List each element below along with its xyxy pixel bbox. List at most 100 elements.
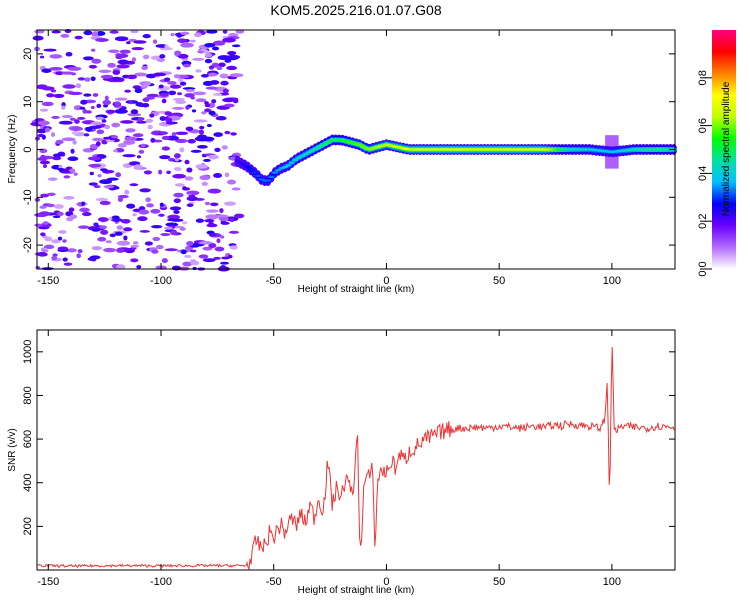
spectrogram-noise-cell: [133, 241, 139, 245]
spectrogram-noise-cell: [91, 48, 96, 52]
spectrogram-noise-cell: [177, 38, 187, 44]
spectrogram-noise-cell: [222, 37, 236, 43]
spectrogram-noise-cell: [164, 111, 173, 116]
spectrogram-ridge-cell: [241, 163, 248, 167]
spectrogram-noise-cell: [89, 143, 99, 150]
spectrogram-noise-cell: [222, 97, 235, 103]
spectrogram-noise-cell: [224, 201, 236, 206]
spectrogram-noise-cell: [110, 76, 122, 81]
spectrogram-noise-cell: [78, 225, 90, 229]
spectrogram-noise-cell: [124, 89, 131, 93]
spectrogram-ridge-cell: [247, 168, 255, 172]
spectrogram-noise-cell: [51, 132, 56, 137]
spectrogram-ridge-cell: [295, 156, 302, 160]
spectrogram-noise-cell: [99, 179, 113, 185]
spectrogram-noise-cell: [167, 214, 180, 220]
spectrogram-noise-cell: [208, 243, 217, 249]
spectrogram-noise-cell: [52, 215, 61, 219]
spectrogram-noise-cell: [87, 156, 101, 161]
spectrogram-noise-cell: [149, 113, 155, 118]
spectrogram-noise-cell: [62, 84, 76, 89]
spectrogram-noise-cell: [174, 50, 182, 56]
figure-title: KOM5.2025.216.01.07.G08: [270, 2, 441, 18]
spectrogram-noise-cell: [175, 100, 187, 105]
spectrogram-noise-cell: [116, 248, 125, 253]
spectrogram-noise-cell: [194, 32, 202, 38]
spectrogram-noise-cell: [113, 149, 118, 153]
spectrogram-noise-cell: [192, 91, 207, 96]
spectrogram-noise-cell: [57, 236, 63, 241]
spectrogram-noise-cell: [229, 73, 244, 78]
spectrogram-noise-cell: [39, 108, 49, 112]
x-tick-label: 100: [603, 275, 621, 287]
spectrogram-noise-cell: [134, 72, 148, 77]
spectrogram-noise-cell: [219, 73, 229, 79]
spectrogram-noise-cell: [97, 236, 107, 242]
spectrogram-noise-cell: [52, 153, 62, 158]
spectrogram-noise-cell: [197, 50, 204, 54]
spectrogram-noise-cell: [42, 221, 49, 225]
spectrogram-noise-cell: [137, 216, 148, 222]
spectrogram-noise-cell: [110, 135, 119, 139]
spectrogram-noise-cell: [104, 124, 110, 130]
spectrogram-noise-cell: [189, 39, 196, 43]
spectrogram-noise-cell: [80, 99, 88, 105]
spectrogram-noise-cell: [96, 129, 105, 135]
spectrogram-noise-cell: [75, 83, 82, 89]
spectrogram-noise-cell: [233, 213, 245, 219]
spectrogram-noise-cell: [122, 154, 136, 158]
spectrogram-noise-cell: [166, 218, 181, 222]
x-tick-label: -50: [266, 576, 282, 588]
spectrogram-noise-cell: [209, 233, 217, 237]
spectrogram-noise-cell: [160, 232, 171, 237]
snr-x-axis: -150 -100 -50 0 50 100: [37, 330, 621, 588]
spectrogram-noise-cell: [98, 225, 108, 229]
spectrogram-noise-cell: [144, 241, 153, 246]
spectrogram-noise-cell: [131, 47, 144, 51]
snr-frame: [36, 329, 676, 571]
spectrogram-noise-cell: [37, 120, 50, 126]
spectrogram-noise-cell: [99, 200, 111, 206]
spectrogram-noise-cell: [229, 245, 238, 250]
colorbar-tick-label: 0.8: [697, 70, 709, 85]
spectrogram-ridge-cell: [244, 165, 251, 169]
y-tick-label: 400: [22, 474, 34, 492]
spectrogram-noise-cell: [116, 225, 124, 230]
spectrogram-marks: [30, 29, 678, 272]
x-tick-label: 50: [493, 275, 505, 287]
spectrogram-noise-cell: [114, 97, 128, 101]
spectrogram-x-axis: -150 -100 -50 0 50 100: [37, 30, 621, 287]
spectrogram-noise-cell: [37, 157, 48, 161]
spectrogram-noise-cell: [109, 30, 119, 34]
spectrogram-noise-cell: [130, 258, 139, 263]
spectrogram-ridge-cell: [315, 145, 323, 149]
spectrogram-noise-cell: [70, 148, 75, 154]
spectrogram-noise-cell: [151, 249, 159, 254]
spectrogram-noise-cell: [132, 133, 144, 138]
spectrogram-noise-cell: [96, 103, 102, 108]
spectrogram-noise-cell: [34, 223, 44, 227]
spectrogram-noise-cell: [228, 230, 240, 234]
spectrogram-ridge-cell: [291, 158, 299, 162]
spectrogram-noise-cell: [188, 194, 196, 199]
spectrogram-noise-cell: [170, 32, 175, 37]
y-tick-label: 0: [22, 146, 34, 152]
spectrogram-noise-cell: [169, 84, 182, 89]
spectrogram-noise-cell: [51, 239, 61, 244]
spectrogram-noise-cell: [32, 35, 44, 41]
x-tick-label: -100: [150, 275, 172, 287]
spectrogram-noise-cell: [167, 81, 177, 85]
spectrogram-noise-cell: [116, 64, 130, 69]
spectrogram-noise-cell: [54, 204, 64, 209]
spectrogram-noise-cell: [209, 80, 220, 85]
spectrogram-noise-cell: [77, 249, 83, 254]
spectrogram-noise-cell: [50, 89, 57, 93]
spectrogram-noise-cell: [111, 215, 120, 220]
spectrogram-noise-cell: [100, 74, 114, 79]
spectrogram-noise-cell: [165, 117, 173, 123]
spectrogram-noise-cell: [184, 176, 194, 181]
spectrogram-noise-cell: [165, 121, 178, 125]
spectrogram-noise-cell: [51, 115, 60, 119]
x-tick-label: 50: [493, 576, 505, 588]
spectrogram-noise-cell: [136, 155, 142, 159]
